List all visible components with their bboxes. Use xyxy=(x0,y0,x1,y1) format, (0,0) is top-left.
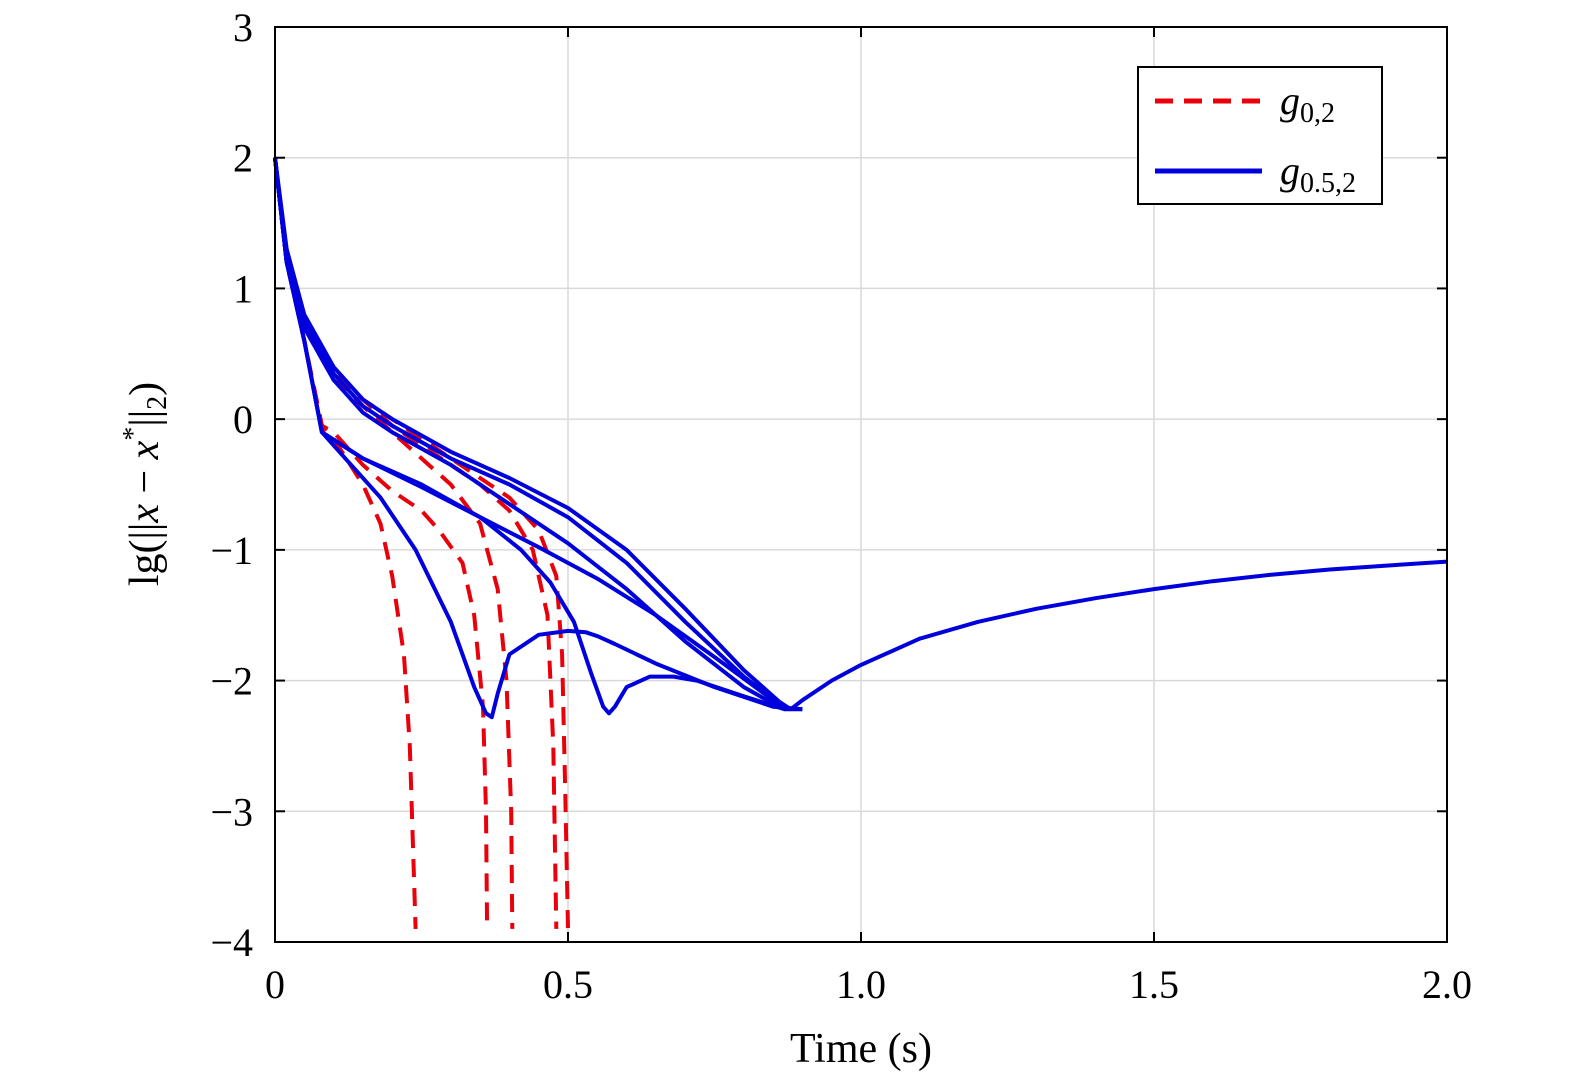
x-tick-label: 0 xyxy=(265,962,285,1007)
legend-label-g02-sub: 0,2 xyxy=(1300,98,1335,129)
y-tick-label: −3 xyxy=(210,789,253,834)
series-line-g02 xyxy=(273,157,490,929)
series-line-g052 xyxy=(273,157,792,711)
series-layer xyxy=(273,157,1448,929)
series-line-g052 xyxy=(273,157,792,712)
y-axis-title-close: || xyxy=(122,410,168,427)
y-tick-label: −4 xyxy=(210,920,253,965)
y-axis-title-sub: 2 xyxy=(142,396,173,410)
y-tick-label: −2 xyxy=(210,659,253,704)
series-line-g02 xyxy=(273,157,418,929)
y-axis-title-xstar: x xyxy=(122,440,168,460)
series-line-g052 xyxy=(789,559,1448,711)
ticks xyxy=(274,26,1448,943)
y-tick-label: 2 xyxy=(233,136,253,181)
x-tick-label: 1.0 xyxy=(836,962,886,1007)
x-tick-labels: 0 0.5 1.0 1.5 2.0 xyxy=(265,962,1472,1007)
y-axis-title-minus: − xyxy=(122,459,168,504)
legend-label-g052: g0.5,2 xyxy=(1280,148,1356,199)
legend-box xyxy=(1137,66,1383,205)
series-line-g052 xyxy=(273,157,792,712)
legend-label-g02-name: g xyxy=(1280,78,1300,123)
x-tick-label: 2.0 xyxy=(1422,962,1472,1007)
legend: g0,2 g0.5,2 xyxy=(1137,66,1383,205)
y-axis-title: lg(||x − x*||2) xyxy=(118,382,173,586)
x-tick-label: 0.5 xyxy=(543,962,593,1007)
y-tick-label: −1 xyxy=(210,528,253,573)
series-line-g052 xyxy=(273,157,803,720)
legend-label-g052-name: g xyxy=(1280,148,1300,193)
y-tick-label: 1 xyxy=(233,266,253,311)
series-line-g052 xyxy=(273,157,792,712)
legend-label-g052-sub: 0.5,2 xyxy=(1300,168,1356,199)
y-tick-label: 0 xyxy=(233,397,253,442)
x-axis-title: Time (s) xyxy=(790,1026,932,1072)
legend-label-g02: g0,2 xyxy=(1280,78,1335,129)
y-axis-title-x: x xyxy=(122,504,168,524)
y-tick-labels: 3 2 1 0 −1 −2 −3 −4 xyxy=(210,5,253,965)
x-tick-label: 1.5 xyxy=(1129,962,1179,1007)
y-axis-title-prefix: lg(|| xyxy=(122,523,168,586)
series-line-g02 xyxy=(273,157,515,929)
y-axis-title-end: ) xyxy=(122,382,168,396)
y-axis-title-star: * xyxy=(118,427,149,441)
y-tick-label: 3 xyxy=(233,5,253,50)
